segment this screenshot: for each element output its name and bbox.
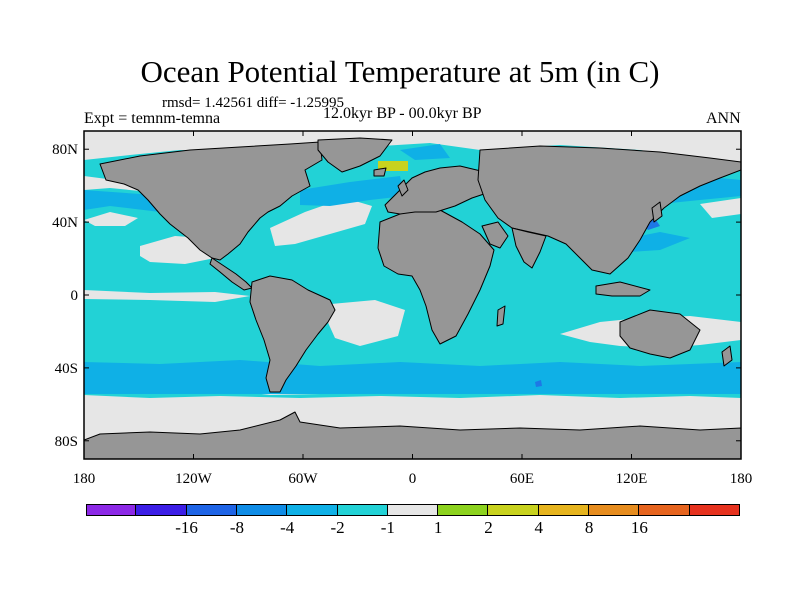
south-america xyxy=(249,275,336,393)
colorbar-labels: -16 -8 -4 -2 -1 1 2 4 8 16 xyxy=(0,518,800,542)
colorbar-swatch xyxy=(86,504,137,516)
map-plot-area xyxy=(84,131,741,459)
colorbar-swatch xyxy=(538,504,590,516)
arabia xyxy=(481,221,509,249)
colorbar-swatch xyxy=(186,504,237,516)
colorbar-label: -2 xyxy=(330,518,345,537)
x-tick-label: 60W xyxy=(288,471,318,487)
colorbar-swatch xyxy=(387,504,439,516)
warm-anomaly-patch xyxy=(378,161,408,171)
colorbar-label: -1 xyxy=(380,518,395,537)
colorbar-label: 16 xyxy=(630,518,648,537)
colorbar-label: 4 xyxy=(534,518,544,537)
colorbar xyxy=(86,504,740,516)
north-america xyxy=(99,141,323,261)
x-tick-label: 120E xyxy=(616,471,648,487)
iceland xyxy=(373,167,387,177)
colorbar-label: 2 xyxy=(484,518,493,537)
australia xyxy=(619,309,701,359)
x-tick-label: 180 xyxy=(730,471,753,487)
colorbar-label: 8 xyxy=(584,518,594,537)
y-tick-label: 80N xyxy=(52,142,78,158)
colorbar-swatch xyxy=(689,504,740,516)
colorbar-swatch xyxy=(438,504,489,516)
colorbar-swatch xyxy=(287,504,338,516)
y-tick-label: 40N xyxy=(52,215,78,231)
india xyxy=(511,227,547,269)
antarctica xyxy=(84,411,741,459)
period-label: 12.0kyr BP - 00.0kyr BP xyxy=(323,105,482,122)
x-tick-label: 0 xyxy=(409,471,417,487)
x-tick-label: 120W xyxy=(175,471,213,487)
map-axes: 180 120W 60W 0 60E 120E 180 80N 40N 0 40S 80S xyxy=(52,131,752,487)
y-tick-label: 80S xyxy=(55,434,78,450)
colorbar-swatch xyxy=(589,504,640,516)
africa xyxy=(377,209,495,345)
colorbar-label: 1 xyxy=(433,518,443,537)
japan xyxy=(651,201,663,223)
x-tick-label: 180 xyxy=(73,471,96,487)
british-isles xyxy=(397,179,409,197)
colorbar-label: -8 xyxy=(229,518,245,537)
rmsd-diff-stats: rmsd= 1.42561 diff= -1.25995 xyxy=(162,95,345,111)
colorbar-swatch xyxy=(488,504,539,516)
colorbar-label: -4 xyxy=(280,518,295,537)
madagascar xyxy=(496,305,506,327)
y-tick-label: 0 xyxy=(71,288,79,304)
chart-title: Ocean Potential Temperature at 5m (in C) xyxy=(140,54,660,89)
new-zealand xyxy=(721,345,733,367)
colorbar-swatch xyxy=(236,504,288,516)
land-masses xyxy=(84,137,741,459)
x-tick-label: 60E xyxy=(510,471,534,487)
greenland xyxy=(317,137,393,173)
colorbar-swatch xyxy=(337,504,388,516)
y-tick-label: 40S xyxy=(55,361,78,377)
indonesia xyxy=(595,281,651,297)
colorbar-swatch xyxy=(136,504,187,516)
colorbar-swatch xyxy=(639,504,690,516)
season-label: ANN xyxy=(706,110,741,127)
central-america xyxy=(209,257,253,291)
colorbar-label: -16 xyxy=(175,518,198,537)
experiment-label: Expt = temnm-temna xyxy=(84,110,221,127)
